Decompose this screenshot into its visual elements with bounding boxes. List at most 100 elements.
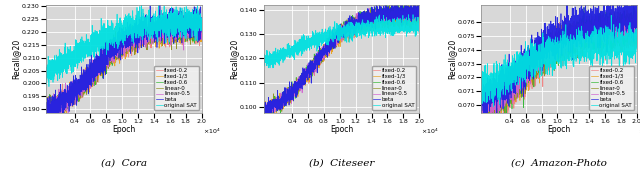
beta <box>411 15 419 17</box>
linear-0.5 <box>632 10 640 12</box>
fixed-0.2 <box>42 108 50 110</box>
Text: $\times10^4$: $\times10^4$ <box>203 127 221 136</box>
Text: (c)  Amazon-Photo: (c) Amazon-Photo <box>511 158 607 167</box>
original SAT <box>415 24 423 26</box>
fixed-0.6 <box>335 35 343 37</box>
fixed-1/3 <box>335 41 343 43</box>
linear-0.5 <box>51 116 58 118</box>
linear-0.5 <box>415 11 423 13</box>
X-axis label: Epoch: Epoch <box>547 126 571 135</box>
fixed-0.2 <box>268 107 276 109</box>
original SAT <box>477 91 485 94</box>
fixed-0.2 <box>600 44 607 46</box>
original SAT <box>607 14 615 16</box>
fixed-1/3 <box>411 13 419 15</box>
linear-0 <box>114 46 122 48</box>
beta <box>52 122 60 124</box>
linear-0.5 <box>382 15 390 17</box>
fixed-0.6 <box>42 114 50 116</box>
linear-0 <box>630 7 638 9</box>
beta <box>260 112 268 114</box>
beta <box>332 38 339 41</box>
fixed-0.2 <box>633 33 640 35</box>
linear-0 <box>600 28 607 30</box>
fixed-0.2 <box>114 43 122 45</box>
original SAT <box>600 36 607 38</box>
fixed-0.2 <box>164 31 172 33</box>
fixed-0.2 <box>479 128 486 130</box>
fixed-1/3 <box>51 101 58 103</box>
fixed-0.6 <box>600 26 607 28</box>
Text: (b)  Citeseer: (b) Citeseer <box>308 158 374 167</box>
linear-0 <box>263 117 271 119</box>
fixed-0.2 <box>382 14 390 16</box>
original SAT <box>409 14 417 16</box>
fixed-1/3 <box>114 52 122 54</box>
linear-0 <box>164 37 172 39</box>
linear-0 <box>260 108 268 110</box>
fixed-0.6 <box>486 114 493 116</box>
original SAT <box>628 58 636 60</box>
linear-0 <box>553 40 561 42</box>
Text: (a)  Cora: (a) Cora <box>101 158 147 167</box>
fixed-0.2 <box>118 49 125 51</box>
beta <box>262 118 270 120</box>
Text: $\times10^4$: $\times10^4$ <box>638 127 640 136</box>
Line: fixed-0.2: fixed-0.2 <box>264 0 419 116</box>
linear-0.5 <box>261 116 269 118</box>
fixed-0.2 <box>260 110 268 112</box>
fixed-1/3 <box>268 107 276 109</box>
linear-0 <box>335 31 343 33</box>
fixed-0.6 <box>628 38 636 40</box>
linear-0 <box>415 10 423 12</box>
linear-0.5 <box>260 114 268 116</box>
Line: fixed-0.6: fixed-0.6 <box>46 13 202 124</box>
fixed-0.2 <box>411 9 419 11</box>
fixed-0.6 <box>260 108 268 110</box>
beta <box>335 38 343 40</box>
fixed-0.2 <box>193 28 201 30</box>
linear-0 <box>628 22 636 24</box>
beta <box>549 35 557 37</box>
Line: fixed-0.6: fixed-0.6 <box>481 5 637 126</box>
linear-0.5 <box>482 123 490 125</box>
fixed-0.2 <box>627 11 635 14</box>
Line: beta: beta <box>264 0 419 119</box>
original SAT <box>260 62 268 64</box>
fixed-0.6 <box>411 8 419 10</box>
Legend: fixed-0.2, fixed-1/3, fixed-0.6, linear-0, linear-0.5, beta, original SAT: fixed-0.2, fixed-1/3, fixed-0.6, linear-… <box>372 66 417 110</box>
fixed-0.6 <box>263 116 271 118</box>
fixed-0.6 <box>193 27 201 29</box>
fixed-1/3 <box>42 114 50 116</box>
original SAT <box>411 25 419 27</box>
fixed-0.6 <box>43 123 51 125</box>
original SAT <box>268 54 275 56</box>
original SAT <box>628 55 636 57</box>
fixed-0.6 <box>198 33 205 35</box>
linear-0 <box>42 115 50 117</box>
fixed-1/3 <box>198 28 205 30</box>
Text: $\times10^4$: $\times10^4$ <box>420 127 438 136</box>
fixed-0.6 <box>51 101 58 103</box>
fixed-0.2 <box>332 39 339 41</box>
original SAT <box>411 24 419 26</box>
fixed-1/3 <box>332 38 339 40</box>
Legend: fixed-0.2, fixed-1/3, fixed-0.6, linear-0, linear-0.5, beta, original SAT: fixed-0.2, fixed-1/3, fixed-0.6, linear-… <box>589 66 634 110</box>
fixed-0.6 <box>268 108 276 110</box>
fixed-1/3 <box>193 24 201 26</box>
linear-0.5 <box>42 109 50 111</box>
fixed-1/3 <box>549 45 557 47</box>
Line: linear-0.5: linear-0.5 <box>46 17 202 126</box>
fixed-0.2 <box>48 122 56 124</box>
fixed-1/3 <box>196 14 204 16</box>
fixed-1/3 <box>623 9 631 11</box>
Line: linear-0: linear-0 <box>264 2 419 118</box>
beta <box>118 36 125 38</box>
original SAT <box>335 30 343 32</box>
beta <box>486 102 493 104</box>
beta <box>628 22 636 24</box>
fixed-1/3 <box>628 17 636 19</box>
linear-0 <box>628 20 636 22</box>
linear-0.5 <box>193 19 201 21</box>
fixed-0.2 <box>628 45 636 48</box>
